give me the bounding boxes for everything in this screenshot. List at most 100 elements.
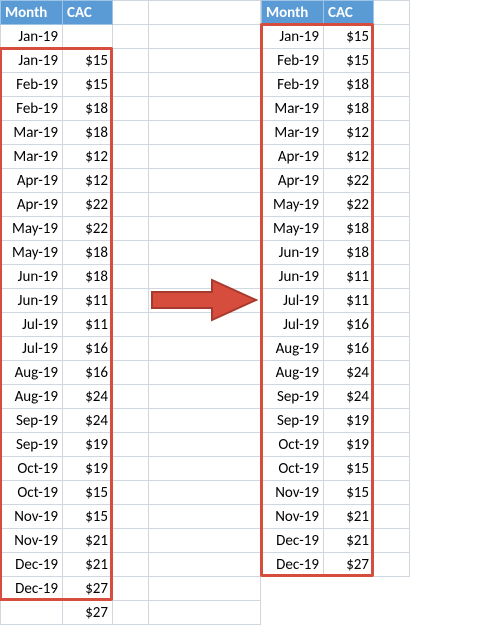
cell-month[interactable] [1, 601, 63, 625]
cell-month[interactable]: Oct-19 [262, 433, 324, 457]
cell-month[interactable]: Jul-19 [262, 313, 324, 337]
cell-month[interactable]: Dec-19 [262, 529, 324, 553]
cell-month[interactable]: Nov-19 [1, 505, 63, 529]
cell-cac[interactable]: $15 [324, 49, 374, 73]
cell-cac[interactable]: $15 [63, 505, 113, 529]
cell-month[interactable]: May-19 [262, 193, 324, 217]
cell-cac[interactable]: $11 [324, 265, 374, 289]
cell-month[interactable]: Apr-19 [262, 169, 324, 193]
cell-cac[interactable]: $16 [63, 361, 113, 385]
cell-month[interactable]: Apr-19 [262, 145, 324, 169]
cell-cac[interactable]: $24 [63, 385, 113, 409]
cell-cac[interactable]: $12 [63, 169, 113, 193]
cell-month[interactable]: Feb-19 [1, 97, 63, 121]
cell-cac[interactable]: $22 [324, 169, 374, 193]
cell-month[interactable]: May-19 [262, 217, 324, 241]
cell-month[interactable]: Nov-19 [262, 505, 324, 529]
cell-cac[interactable]: $19 [63, 433, 113, 457]
cell-cac[interactable]: $18 [63, 97, 113, 121]
cell-cac[interactable]: $18 [324, 241, 374, 265]
cell-month[interactable]: Sep-19 [262, 409, 324, 433]
cell-cac[interactable]: $12 [63, 145, 113, 169]
cell-cac[interactable]: $24 [63, 409, 113, 433]
cell-cac[interactable]: $16 [63, 337, 113, 361]
cell-month[interactable]: Jun-19 [262, 265, 324, 289]
cell-month[interactable]: Jun-19 [1, 265, 63, 289]
cell-cac[interactable]: $21 [63, 529, 113, 553]
cell-cac[interactable]: $11 [324, 289, 374, 313]
cell-cac[interactable]: $18 [324, 97, 374, 121]
cell-month[interactable]: Jan-19 [262, 25, 324, 49]
cell-cac[interactable]: $11 [63, 313, 113, 337]
cell-month[interactable]: Mar-19 [1, 121, 63, 145]
cell-cac[interactable]: $27 [324, 553, 374, 577]
cell-cac[interactable]: $27 [63, 601, 113, 625]
cell-month[interactable]: Oct-19 [1, 457, 63, 481]
gap-cell [113, 97, 149, 121]
cell-cac[interactable]: $12 [324, 121, 374, 145]
cell-cac[interactable] [63, 25, 113, 49]
cell-cac[interactable]: $15 [63, 481, 113, 505]
cell-cac[interactable]: $18 [63, 241, 113, 265]
cell-month[interactable]: Apr-19 [1, 169, 63, 193]
cell-month[interactable]: Feb-19 [262, 73, 324, 97]
cell-month[interactable]: Oct-19 [1, 481, 63, 505]
cell-cac[interactable]: $15 [324, 457, 374, 481]
cell-cac[interactable]: $18 [63, 121, 113, 145]
cell-cac[interactable]: $27 [63, 577, 113, 601]
cell-month[interactable]: Sep-19 [1, 433, 63, 457]
cell-month[interactable]: Aug-19 [1, 385, 63, 409]
cell-cac[interactable]: $16 [324, 337, 374, 361]
cell-month[interactable]: Jun-19 [1, 289, 63, 313]
cell-cac[interactable]: $18 [324, 217, 374, 241]
cell-month[interactable]: Mar-19 [262, 97, 324, 121]
cell-month[interactable]: Sep-19 [1, 409, 63, 433]
cell-cac[interactable]: $21 [63, 553, 113, 577]
cell-month[interactable]: Jan-19 [1, 49, 63, 73]
cell-month[interactable]: May-19 [1, 241, 63, 265]
spacer-cell [149, 121, 261, 145]
cell-month[interactable]: Oct-19 [262, 457, 324, 481]
cell-cac[interactable]: $22 [63, 193, 113, 217]
cell-cac[interactable]: $15 [63, 49, 113, 73]
cell-cac[interactable]: $24 [324, 361, 374, 385]
cell-cac[interactable]: $24 [324, 385, 374, 409]
cell-month[interactable]: Mar-19 [262, 121, 324, 145]
cell-cac[interactable]: $15 [63, 73, 113, 97]
cell-cac[interactable]: $18 [63, 265, 113, 289]
cell-month[interactable]: Aug-19 [262, 337, 324, 361]
cell-month[interactable]: Jan-19 [1, 25, 63, 49]
cell-month[interactable]: Dec-19 [1, 553, 63, 577]
cell-month[interactable]: Aug-19 [262, 361, 324, 385]
cell-month[interactable]: Jul-19 [1, 313, 63, 337]
cell-month[interactable]: Mar-19 [1, 145, 63, 169]
cell-month[interactable]: May-19 [1, 217, 63, 241]
cell-cac[interactable]: $15 [324, 481, 374, 505]
cell-month[interactable]: Feb-19 [262, 49, 324, 73]
cell-month[interactable]: Jul-19 [262, 289, 324, 313]
cell-month[interactable]: Jul-19 [1, 337, 63, 361]
cell-month[interactable]: Nov-19 [262, 481, 324, 505]
cell-month[interactable]: Dec-19 [1, 577, 63, 601]
cell-month[interactable]: Feb-19 [1, 73, 63, 97]
cell-month[interactable]: Nov-19 [1, 529, 63, 553]
spacer-cell [149, 241, 261, 265]
cell-month[interactable]: Sep-19 [262, 385, 324, 409]
cell-cac[interactable]: $19 [324, 409, 374, 433]
gap-cell [113, 193, 149, 217]
cell-cac[interactable]: $22 [63, 217, 113, 241]
cell-cac[interactable]: $21 [324, 529, 374, 553]
cell-month[interactable]: Jun-19 [262, 241, 324, 265]
cell-cac[interactable]: $18 [324, 73, 374, 97]
cell-cac[interactable]: $16 [324, 313, 374, 337]
cell-month[interactable]: Dec-19 [262, 553, 324, 577]
cell-cac[interactable]: $21 [324, 505, 374, 529]
cell-cac[interactable]: $19 [324, 433, 374, 457]
cell-cac[interactable]: $19 [63, 457, 113, 481]
cell-cac[interactable]: $15 [324, 25, 374, 49]
cell-month[interactable]: Apr-19 [1, 193, 63, 217]
cell-cac[interactable]: $22 [324, 193, 374, 217]
cell-month[interactable]: Aug-19 [1, 361, 63, 385]
cell-cac[interactable]: $12 [324, 145, 374, 169]
cell-cac[interactable]: $11 [63, 289, 113, 313]
